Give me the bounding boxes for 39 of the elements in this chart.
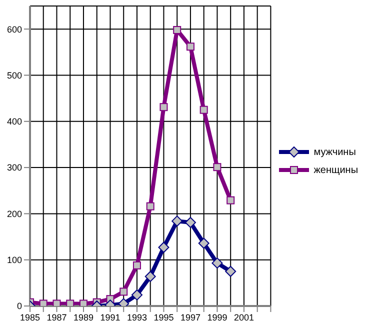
point	[39, 300, 48, 306]
point	[160, 103, 168, 112]
point	[226, 196, 235, 204]
point	[79, 300, 88, 306]
x-tick-label: 1991	[100, 312, 120, 322]
y-tick-label: 300	[6, 162, 22, 173]
y-tick-label: 0	[16, 301, 22, 312]
legend-label: мужчины	[314, 146, 356, 158]
y-tick-label: 400	[6, 116, 22, 127]
point	[186, 42, 194, 51]
point	[213, 163, 222, 172]
point	[66, 300, 74, 306]
x-tick-label: 1995	[154, 312, 174, 322]
y-tick-label: 200	[6, 208, 22, 219]
point	[146, 202, 154, 210]
point	[225, 266, 236, 277]
y-tick-label: 600	[6, 24, 22, 34]
point	[173, 26, 182, 34]
x-tick-label: 1993	[126, 312, 147, 322]
point	[131, 289, 142, 300]
point	[172, 216, 183, 227]
x-tick-label: 1989	[73, 312, 94, 322]
point	[144, 270, 156, 282]
x-tick-label: 1999	[207, 312, 228, 322]
point	[198, 238, 210, 249]
legend-label: женщины	[314, 164, 358, 176]
x-tick-label: 2001	[234, 312, 254, 322]
x-tick-label: 1987	[46, 312, 67, 322]
point	[52, 300, 61, 306]
point	[120, 288, 128, 296]
point	[212, 258, 223, 269]
y-tick-label: 100	[6, 255, 22, 266]
point	[200, 106, 208, 114]
y-tick-label: 500	[6, 70, 22, 80]
point	[158, 242, 170, 253]
point	[132, 261, 141, 270]
point	[184, 216, 196, 228]
x-tick-label: 1997	[180, 312, 200, 322]
x-tick-label: 1985	[20, 312, 40, 322]
